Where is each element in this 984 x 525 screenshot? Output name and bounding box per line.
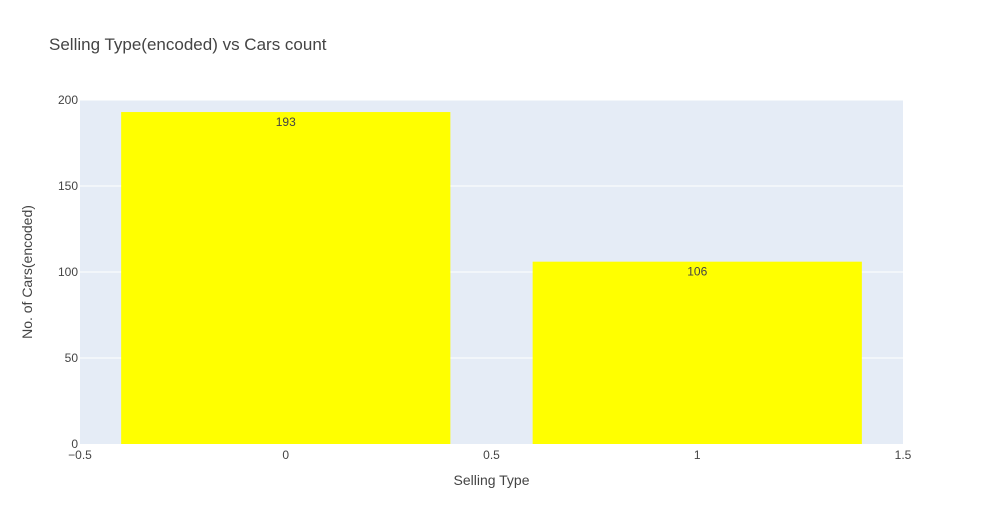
x-tick-label: 1 <box>694 448 701 462</box>
y-tick-label: 0 <box>71 437 78 451</box>
bar-value-label: 106 <box>687 265 707 279</box>
y-tick-label: 200 <box>58 93 78 107</box>
bar-value-label: 193 <box>276 115 296 129</box>
data-labels: 193 106 <box>276 115 708 279</box>
y-tick-label: 150 <box>58 179 78 193</box>
x-tick-label: 1.5 <box>895 448 912 462</box>
bars <box>121 112 862 444</box>
chart-title: Selling Type(encoded) vs Cars count <box>49 35 327 54</box>
x-axis-ticks: −0.5 0 0.5 1 1.5 <box>68 448 912 462</box>
x-tick-label: 0.5 <box>483 448 500 462</box>
bar <box>121 112 451 444</box>
x-tick-label: −0.5 <box>68 448 92 462</box>
y-tick-label: 100 <box>58 265 78 279</box>
y-axis-label: No. of Cars(encoded) <box>19 205 35 339</box>
y-tick-label: 50 <box>65 351 79 365</box>
y-axis-ticks: 0 50 100 150 200 <box>58 93 78 451</box>
bar <box>532 261 862 444</box>
x-tick-label: 0 <box>282 448 289 462</box>
x-axis-label: Selling Type <box>453 472 529 488</box>
